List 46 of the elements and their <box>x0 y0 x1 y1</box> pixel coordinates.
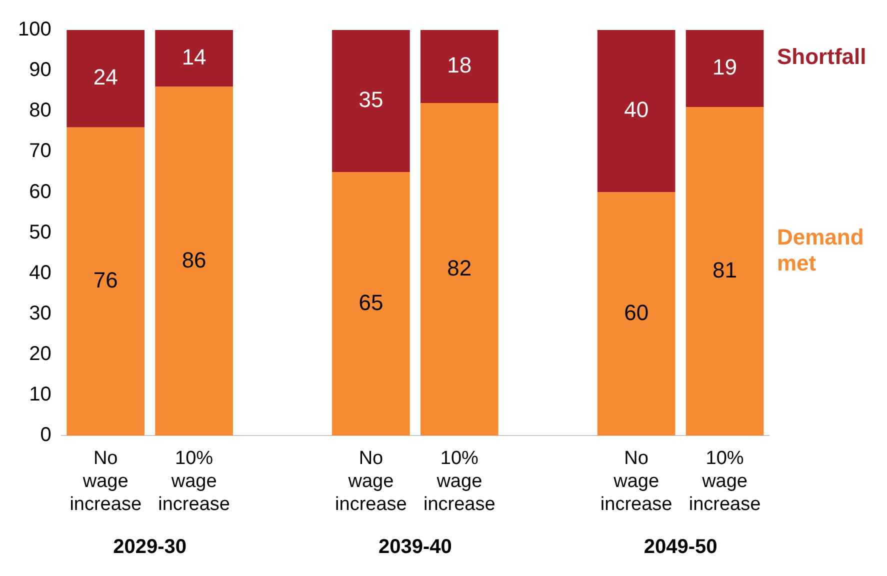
x-tick-label: No wage increase <box>335 448 407 515</box>
data-label: 65 <box>358 290 384 315</box>
bar <box>155 86 233 436</box>
y-tick-label: 50 <box>29 221 52 244</box>
data-label: 18 <box>447 52 472 78</box>
bar <box>420 103 498 436</box>
data-label: 19 <box>712 54 738 80</box>
x-tick-label: 10% wage increase <box>688 448 761 515</box>
bar <box>332 172 410 436</box>
y-tick-label: 90 <box>29 59 52 82</box>
text: 2039-40 <box>378 536 452 558</box>
y-tick-label: 70 <box>29 140 52 162</box>
bar <box>597 30 676 192</box>
bar <box>66 30 145 128</box>
series-label: Demand met <box>777 224 864 276</box>
x-tick-label: 10% wage increase <box>158 448 230 515</box>
bar <box>686 30 764 108</box>
y-tick-label: 20 <box>29 342 52 365</box>
x-tick-label: 10% wage increase <box>423 448 496 515</box>
bar <box>155 30 233 87</box>
y-tick-label: 80 <box>29 100 52 122</box>
y-tick-label: 60 <box>29 180 52 203</box>
x-tick-label: No wage increase <box>600 448 672 515</box>
bar <box>686 107 764 436</box>
data-label: 24 <box>93 64 118 90</box>
bar <box>332 30 410 172</box>
y-tick-label: 10 <box>29 384 52 406</box>
data-label: 60 <box>624 300 649 325</box>
bar <box>66 127 145 436</box>
data-label: 40 <box>624 97 649 122</box>
x-tick-label: No wage increase <box>70 448 142 515</box>
y-tick-label: 0 <box>40 424 52 446</box>
text: 2029-30 <box>113 536 187 558</box>
data-label: 35 <box>358 87 384 112</box>
data-label: 82 <box>447 255 472 280</box>
y-tick-label: 100 <box>18 18 52 41</box>
data-label: 81 <box>712 257 738 282</box>
data-label: 86 <box>182 247 206 272</box>
data-label: 14 <box>182 44 206 70</box>
data-label: 76 <box>93 268 118 293</box>
text: 2049-50 <box>644 536 718 558</box>
y-tick-label: 30 <box>29 302 52 324</box>
series-label: Shortfall <box>777 44 866 70</box>
bar <box>420 30 498 104</box>
y-tick-label: 40 <box>29 262 52 284</box>
bar <box>597 192 676 436</box>
